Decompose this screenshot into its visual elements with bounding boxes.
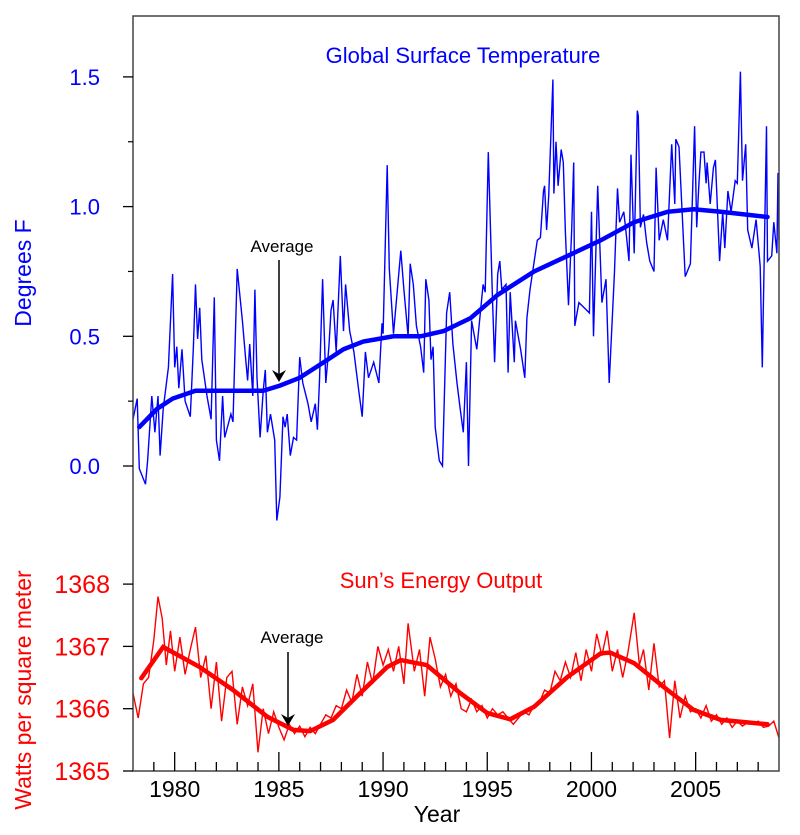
- temperature-y-tick-label: 0.0: [69, 454, 100, 479]
- x-axis-label: Year: [414, 801, 461, 827]
- solar-panel: [132, 596, 780, 753]
- x-tick-label: 1990: [357, 776, 408, 802]
- temperature-raw-line: [132, 71, 780, 521]
- solar-average-annotation: Average: [260, 628, 323, 647]
- temperature-average-annotation: Average: [250, 237, 313, 256]
- solar-y-label: Watts per square meter: [10, 570, 36, 810]
- solar-average-arrow: [281, 652, 295, 726]
- solar-title: Sun’s Energy Output: [340, 568, 543, 593]
- temperature-y-tick-label: 1.5: [69, 65, 100, 90]
- temperature-y-tick-label: 1.0: [69, 195, 100, 220]
- x-tick-label: 1980: [149, 776, 200, 802]
- axes: 1980 1985 1990 1995 2000 2005 0.0 0.5 1.0 1.5 1365…: [54, 65, 759, 802]
- solar-y-tick-label: 1366: [54, 696, 110, 724]
- temperature-title: Global Surface Temperature: [326, 43, 601, 68]
- temperature-y-tick-label: 0.5: [69, 324, 100, 349]
- plot-frame: [132, 15, 780, 772]
- solar-y-tick-label: 1368: [54, 571, 110, 599]
- solar-raw-line: [132, 596, 780, 753]
- temperature-average-arrow: [272, 260, 286, 382]
- x-tick-label: 1985: [253, 776, 304, 802]
- temperature-smoothed-line: [137, 206, 770, 430]
- temperature-y-label: Degrees F: [10, 219, 36, 326]
- x-tick-label: 2000: [566, 776, 617, 802]
- x-tick-label: 2005: [670, 776, 721, 802]
- temperature-panel: [132, 71, 780, 521]
- solar-y-tick-label: 1367: [54, 633, 110, 661]
- x-tick-label: 1995: [462, 776, 513, 802]
- solar-y-tick-label: 1365: [54, 758, 110, 786]
- solar-smoothed-line: [139, 644, 770, 734]
